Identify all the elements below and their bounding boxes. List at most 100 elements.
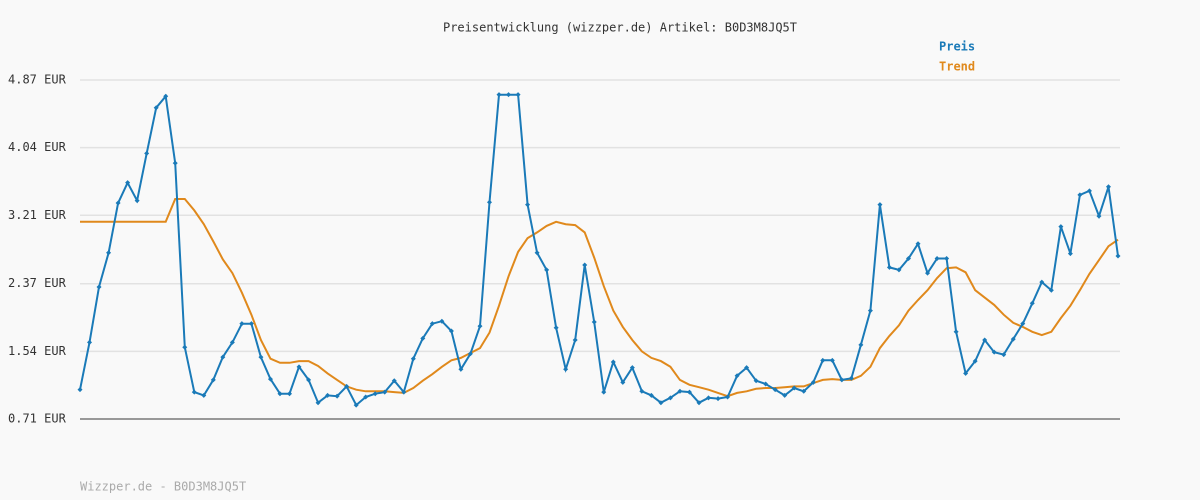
point — [706, 395, 712, 401]
point — [648, 392, 654, 398]
point — [915, 241, 921, 247]
point — [686, 389, 692, 395]
point — [782, 392, 788, 398]
point — [829, 357, 835, 363]
point — [125, 180, 131, 186]
legend-label: Trend — [939, 60, 975, 74]
point — [410, 356, 416, 362]
point — [277, 391, 283, 397]
point — [563, 366, 569, 372]
point — [715, 396, 721, 402]
legend-label: Preis — [939, 40, 975, 54]
y-tick-label: 4.87 EUR — [8, 73, 67, 87]
point — [382, 389, 388, 395]
point — [1096, 213, 1102, 219]
point — [877, 202, 883, 208]
point — [791, 385, 797, 391]
point — [515, 92, 521, 98]
point — [144, 150, 150, 156]
point — [153, 105, 159, 111]
point — [401, 389, 407, 395]
point — [134, 198, 140, 204]
point — [87, 339, 93, 345]
point — [372, 391, 378, 397]
point — [220, 354, 226, 360]
point — [325, 392, 331, 398]
point — [1067, 251, 1073, 257]
point — [896, 267, 902, 273]
point — [391, 378, 397, 384]
point — [934, 255, 940, 261]
point — [496, 92, 502, 98]
point — [525, 202, 531, 208]
point — [115, 200, 121, 206]
point — [1039, 279, 1045, 285]
point — [229, 339, 235, 345]
point — [1058, 224, 1064, 230]
point — [77, 387, 83, 393]
point — [591, 319, 597, 325]
point — [886, 264, 892, 270]
point — [334, 393, 340, 399]
point — [106, 250, 112, 256]
point — [867, 308, 873, 314]
point — [658, 400, 664, 406]
footer: Wizzper.de - B0D3M8JQ5T — [80, 480, 246, 494]
point — [582, 262, 588, 268]
point — [553, 325, 559, 331]
point — [1077, 192, 1083, 198]
point — [991, 349, 997, 355]
point — [458, 366, 464, 372]
point — [353, 402, 359, 408]
point — [248, 321, 254, 327]
point — [801, 388, 807, 394]
y-tick-label: 4.04 EUR — [8, 140, 67, 154]
point — [620, 379, 626, 385]
point — [725, 394, 731, 400]
y-tick-label: 0.71 EUR — [8, 412, 67, 426]
point — [696, 400, 702, 406]
point — [96, 284, 102, 290]
chart-title: Preisentwicklung (wizzper.de) Artikel: B… — [443, 21, 797, 35]
point — [953, 329, 959, 335]
point — [429, 321, 435, 327]
point — [610, 359, 616, 365]
y-tick-label: 2.37 EUR — [8, 276, 67, 290]
point — [296, 364, 302, 370]
point — [239, 321, 245, 327]
point — [572, 337, 578, 343]
point — [467, 351, 473, 357]
point — [763, 381, 769, 387]
point — [439, 318, 445, 324]
point — [1001, 352, 1007, 358]
point — [858, 342, 864, 348]
point — [182, 344, 188, 350]
point — [810, 379, 816, 385]
point — [667, 395, 673, 401]
point — [677, 388, 683, 394]
y-tick-label: 1.54 EUR — [8, 344, 67, 358]
point — [734, 373, 740, 379]
point — [544, 267, 550, 273]
point — [306, 377, 312, 383]
point — [905, 255, 911, 261]
point — [172, 160, 178, 166]
point — [820, 357, 826, 363]
point — [315, 400, 321, 406]
point — [1010, 336, 1016, 342]
point — [982, 337, 988, 343]
series-line — [79, 93, 1119, 407]
point — [639, 388, 645, 394]
point — [753, 378, 759, 384]
series-line — [80, 198, 1119, 398]
point — [1086, 188, 1092, 194]
point — [210, 377, 216, 383]
point — [534, 250, 540, 256]
point — [201, 392, 207, 398]
point — [287, 391, 293, 397]
point — [344, 383, 350, 389]
point — [486, 199, 492, 205]
point — [601, 389, 607, 395]
point — [1115, 253, 1121, 259]
